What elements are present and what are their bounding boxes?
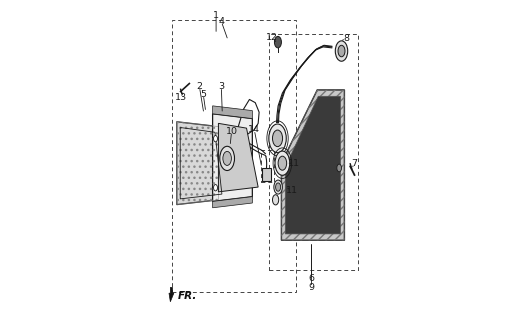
Text: 9: 9 (308, 283, 315, 292)
Circle shape (223, 151, 231, 165)
Text: 6: 6 (308, 274, 315, 283)
Polygon shape (281, 90, 345, 240)
Text: 12: 12 (266, 34, 278, 43)
Bar (262, 168, 271, 181)
Circle shape (275, 151, 290, 175)
Circle shape (335, 41, 348, 61)
Polygon shape (177, 122, 218, 204)
Circle shape (272, 195, 279, 205)
Text: 11: 11 (286, 186, 298, 195)
Text: 2: 2 (196, 82, 203, 91)
Text: 3: 3 (218, 82, 225, 91)
Polygon shape (169, 287, 174, 302)
Text: 7: 7 (351, 159, 357, 168)
Text: 10: 10 (226, 127, 238, 136)
Polygon shape (213, 197, 252, 208)
Polygon shape (213, 106, 252, 119)
Text: 13: 13 (175, 93, 187, 102)
Circle shape (214, 135, 217, 142)
Text: 11: 11 (288, 159, 300, 168)
Circle shape (269, 124, 286, 153)
Text: 8: 8 (343, 34, 349, 43)
Circle shape (220, 146, 235, 171)
Text: 4: 4 (218, 17, 224, 26)
Circle shape (275, 36, 281, 48)
Circle shape (276, 183, 281, 191)
Circle shape (337, 164, 341, 172)
Polygon shape (218, 123, 258, 192)
Text: 14: 14 (248, 125, 260, 134)
Polygon shape (213, 114, 252, 201)
Circle shape (274, 180, 282, 194)
Text: 5: 5 (200, 90, 206, 99)
Circle shape (338, 45, 345, 57)
Circle shape (214, 185, 217, 191)
Circle shape (272, 130, 282, 147)
Polygon shape (285, 96, 340, 234)
Circle shape (278, 156, 287, 170)
Text: FR.: FR. (178, 292, 197, 301)
Text: 1: 1 (213, 11, 219, 20)
